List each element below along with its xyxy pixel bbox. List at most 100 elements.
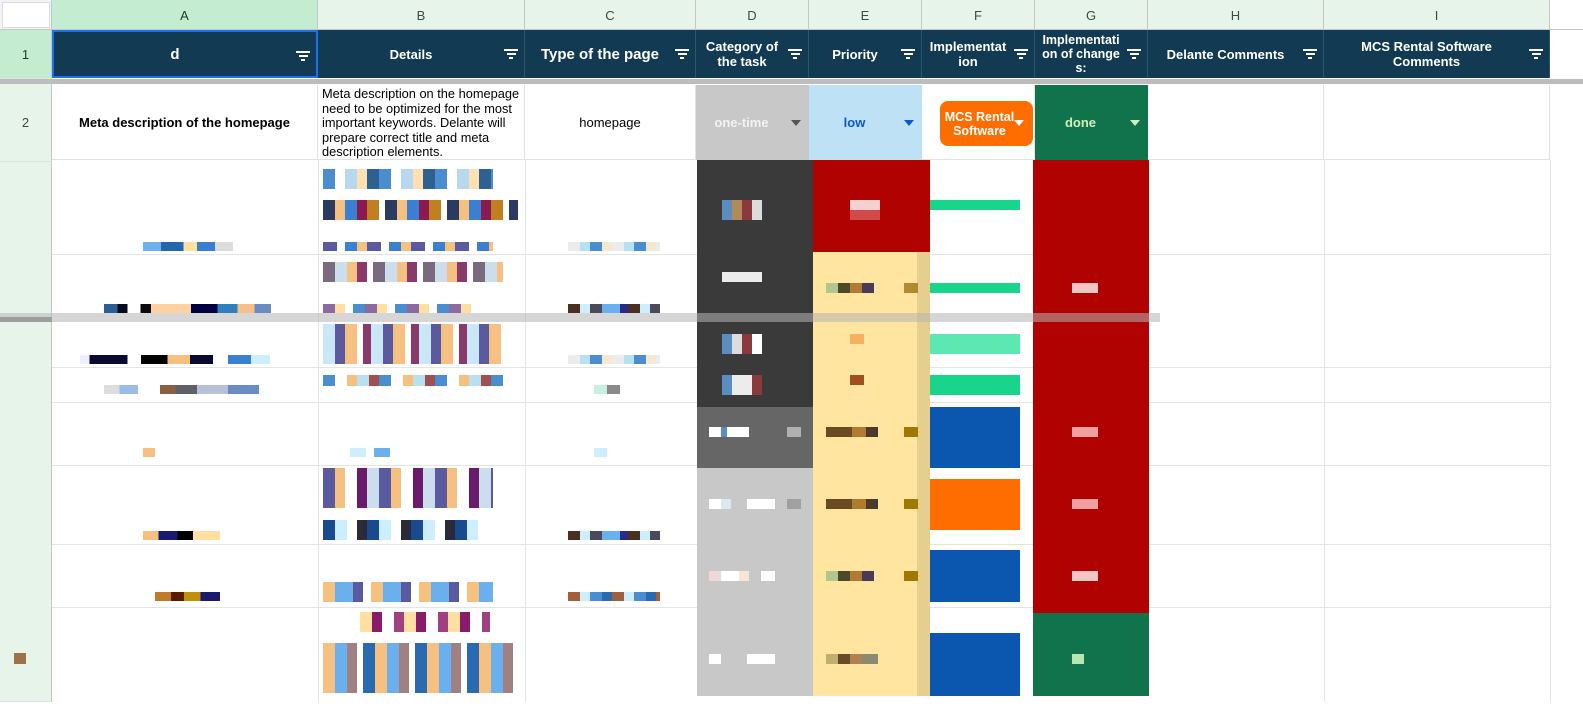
filter-icon[interactable] <box>1529 49 1543 59</box>
cell-b2[interactable]: Meta description on the homepage need to… <box>318 85 525 160</box>
category-chip-label: one-time <box>714 115 769 130</box>
header-cell-f[interactable]: Implementation <box>922 30 1035 78</box>
frozen-divider-handle[interactable] <box>0 317 52 322</box>
obscured-text <box>709 571 775 581</box>
column-header-e[interactable]: E <box>809 0 922 30</box>
cell-i2[interactable] <box>1324 85 1550 160</box>
column-header-a[interactable]: A <box>52 0 318 30</box>
column-header-blank <box>1550 0 1583 30</box>
filter-icon[interactable] <box>1014 49 1028 59</box>
header-cell-e[interactable]: Priority <box>809 30 922 78</box>
obscured-text <box>323 582 493 602</box>
obscured-implementation-block <box>930 633 1020 696</box>
cell-a2[interactable]: Meta description of the homepage <box>52 85 318 160</box>
obscured-status-block <box>1033 160 1149 613</box>
cell-c2[interactable]: homepage <box>525 85 696 160</box>
obscured-text <box>323 468 493 508</box>
header-cell-a[interactable]: d <box>52 30 318 78</box>
obscured-mark <box>1072 654 1084 664</box>
obscured-text <box>568 304 660 313</box>
header-label-h: Delante Comments <box>1166 46 1285 62</box>
obscured-text <box>104 385 259 394</box>
implementation-dropdown-pill[interactable]: MCS Rental Software <box>940 101 1033 146</box>
obscured-text <box>323 324 503 364</box>
header-cell-b[interactable]: Details <box>318 30 525 78</box>
status-chip-label: done <box>1064 115 1097 130</box>
header-label-g: Implementation of changes: <box>1042 33 1120 75</box>
obscured-implementation-block <box>930 334 1020 354</box>
header-label-b: Details <box>389 46 433 62</box>
header-cell-h[interactable]: Delante Comments <box>1148 30 1324 78</box>
header-cell-d[interactable]: Category of the task <box>696 30 809 78</box>
obscured-text <box>323 520 478 540</box>
obscured-text <box>722 272 762 282</box>
gridline <box>1324 160 1325 702</box>
obscured-text <box>143 448 155 457</box>
obscured-text <box>568 242 660 251</box>
cell-d2-category-dropdown[interactable]: one-time <box>696 85 809 160</box>
obscured-text <box>709 427 801 437</box>
obscured-implementation-block <box>930 407 1020 468</box>
gridline <box>525 160 526 702</box>
column-header-h[interactable]: H <box>1148 0 1324 30</box>
dropdown-caret-icon <box>1130 120 1140 126</box>
obscured-text <box>826 499 918 509</box>
select-all-corner[interactable] <box>0 0 52 30</box>
obscured-text <box>143 242 233 251</box>
column-header-g[interactable]: G <box>1035 0 1148 30</box>
obscured-text <box>323 643 518 693</box>
cell-f2[interactable] <box>922 85 1035 160</box>
filter-icon[interactable] <box>504 49 518 59</box>
frozen-column-shadow <box>0 313 1160 322</box>
header-label-d: Category of the task <box>705 39 779 69</box>
obscured-text <box>826 571 918 581</box>
frozen-row-divider[interactable] <box>0 79 1583 84</box>
header-label-e: Priority <box>832 46 878 62</box>
obscured-text <box>722 375 762 395</box>
row-marker-obscured <box>14 653 26 664</box>
dropdown-caret-icon <box>791 120 801 126</box>
filter-icon[interactable] <box>901 49 915 59</box>
obscured-text <box>594 385 620 394</box>
obscured-text <box>323 200 518 220</box>
row-header-obscured <box>0 162 52 702</box>
column-header-b[interactable]: B <box>318 0 525 30</box>
column-header-i[interactable]: I <box>1324 0 1550 30</box>
obscured-status-block <box>1033 613 1149 696</box>
column-header-c[interactable]: C <box>525 0 696 30</box>
filter-icon[interactable] <box>675 49 689 59</box>
obscured-text <box>722 334 762 354</box>
header-label-c: Type of the page <box>540 45 660 63</box>
obscured-mark <box>1072 427 1098 437</box>
cell-h2[interactable] <box>1148 85 1324 160</box>
obscured-text <box>323 169 493 189</box>
header-cell-i[interactable]: MCS Rental Software Comments <box>1324 30 1550 78</box>
column-header-f[interactable]: F <box>922 0 1035 30</box>
header-cell-g[interactable]: Implementation of changes: <box>1035 30 1148 78</box>
obscured-text <box>323 304 478 313</box>
obscured-implementation-block <box>930 200 1020 210</box>
filter-icon[interactable] <box>296 51 310 61</box>
row-header-1[interactable]: 1 <box>0 30 52 79</box>
header-label-i: MCS Rental Software Comments <box>1361 39 1492 69</box>
filter-icon[interactable] <box>1127 49 1141 59</box>
header-label-a: d <box>170 45 180 63</box>
filter-icon[interactable] <box>1303 49 1317 59</box>
row-header-2[interactable]: 2 <box>0 84 52 162</box>
column-header-d[interactable]: D <box>696 0 809 30</box>
dropdown-caret-icon <box>904 120 914 126</box>
column-header-bar: A B C D E F G H I <box>0 0 1583 30</box>
gridline <box>318 160 319 702</box>
obscured-implementation-block <box>930 283 1020 293</box>
cell-g2-status-dropdown[interactable]: done <box>1035 85 1148 160</box>
header-label-f: Implementation <box>929 39 1007 69</box>
obscured-text <box>568 592 660 601</box>
obscured-text <box>323 375 503 386</box>
obscured-text <box>594 448 607 457</box>
header-cell-c[interactable]: Type of the page <box>525 30 696 78</box>
obscured-text <box>323 242 493 251</box>
obscured-text <box>850 334 864 344</box>
obscured-text <box>826 283 918 293</box>
cell-e2-priority-dropdown[interactable]: low <box>809 85 922 160</box>
filter-icon[interactable] <box>788 49 802 59</box>
